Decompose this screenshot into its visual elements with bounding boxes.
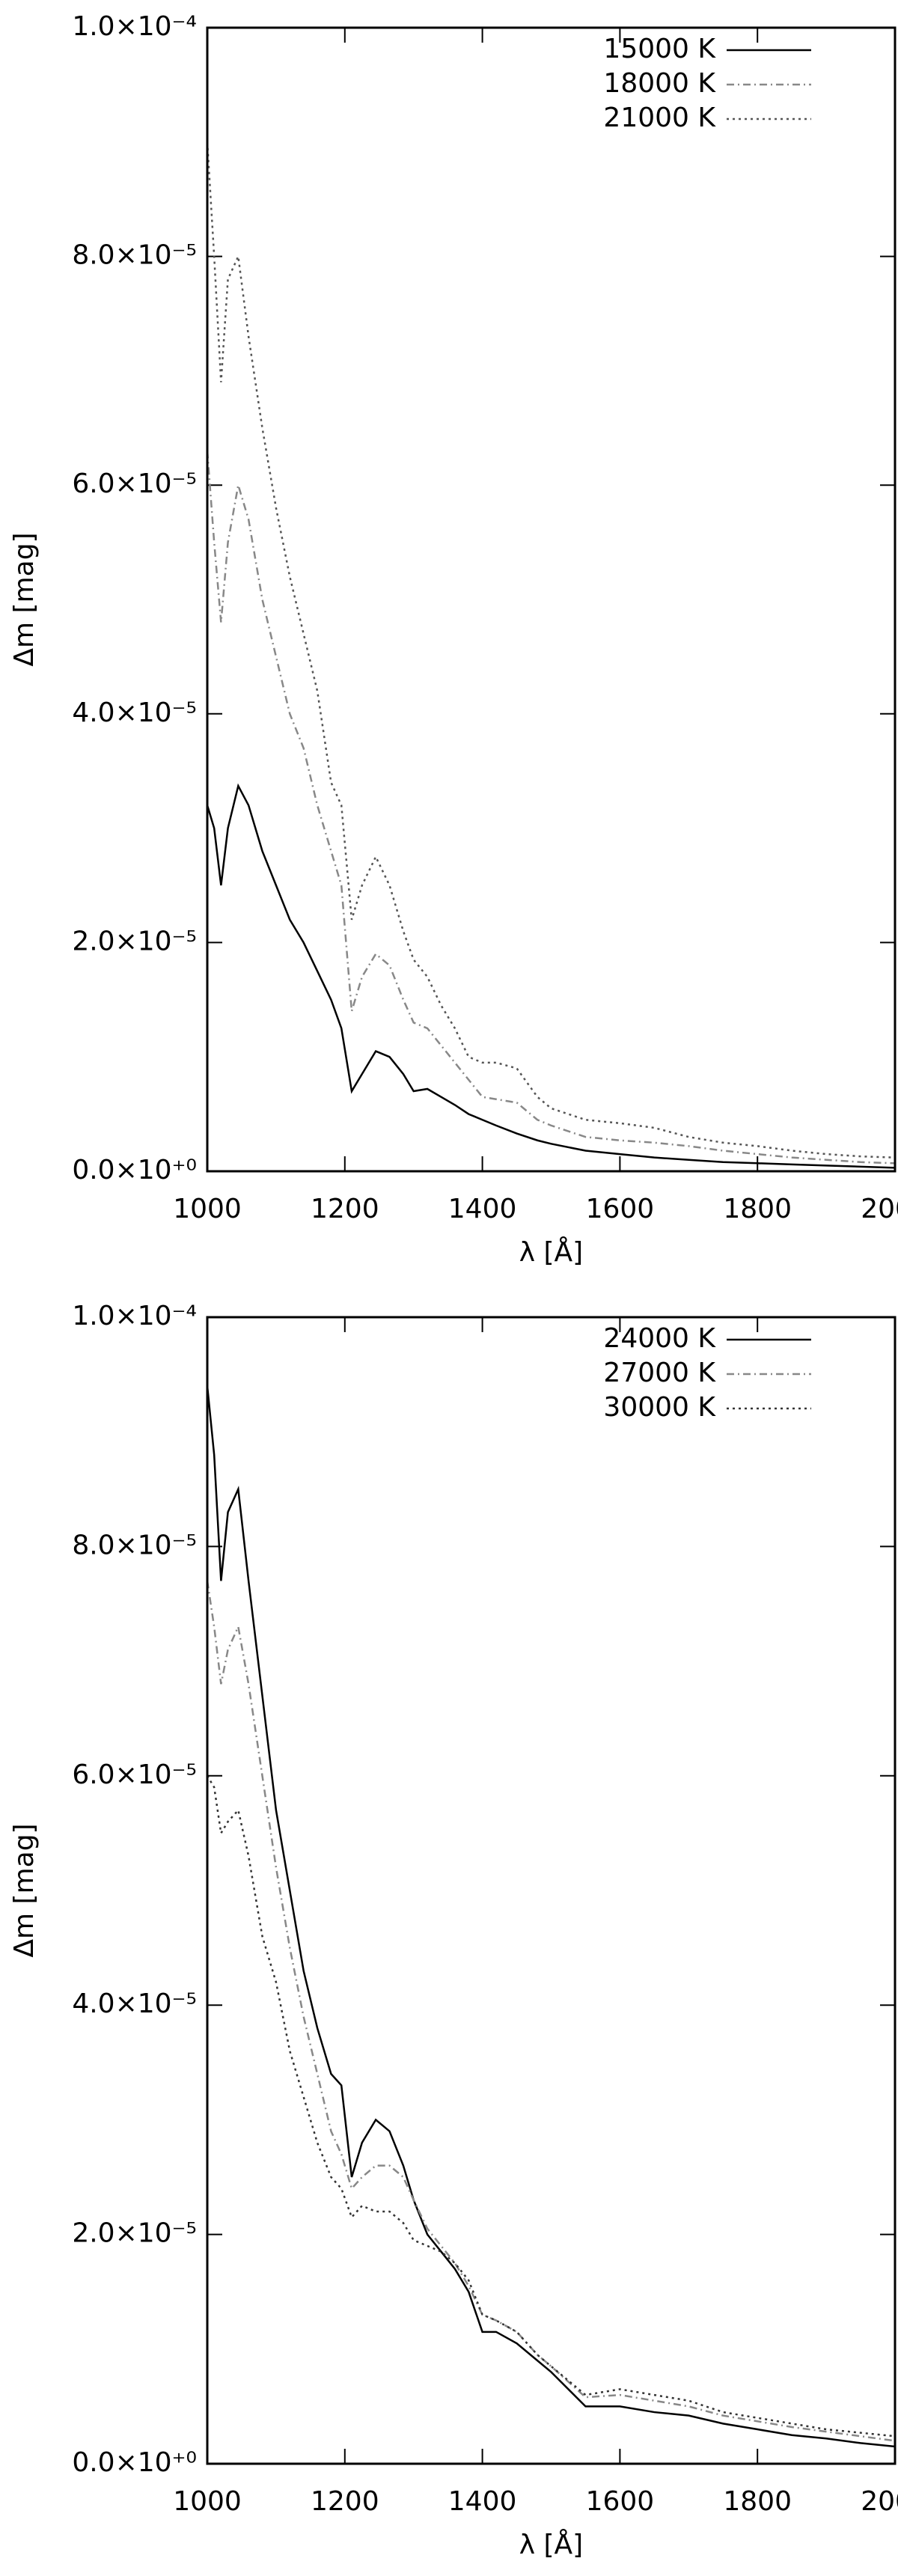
x-tick-label: 1600 [586, 1194, 655, 1224]
x-axis-label: λ [Å] [519, 2528, 583, 2560]
y-tick-label: 0.0×10⁺⁰ [72, 2447, 197, 2478]
x-tick-label: 1200 [311, 1194, 379, 1224]
data-line [206, 1385, 896, 2448]
x-tick-label: 1000 [173, 2486, 242, 2517]
plot-frame [206, 1316, 897, 2465]
x-tick-label: 1800 [723, 1194, 792, 1224]
y-axis-label: Δm [mag] [9, 1823, 40, 1957]
legend-label: 21000 K [603, 103, 716, 133]
legend-label: 15000 K [603, 34, 716, 64]
x-tick-label: 2000 [861, 1194, 898, 1224]
legend-label: 18000 K [603, 68, 716, 99]
y-tick-label: 2.0×10⁻⁵ [72, 2218, 197, 2249]
legend-label: 27000 K [603, 1358, 716, 1388]
x-tick-label: 1800 [723, 2486, 792, 2517]
x-tick-label: 2000 [861, 2486, 898, 2517]
plot-frame [206, 26, 897, 1173]
x-tick-label: 1000 [173, 1194, 242, 1224]
data-line [206, 451, 896, 1165]
legend-label: 30000 K [603, 1392, 716, 1423]
y-tick-label: 4.0×10⁻⁵ [72, 698, 197, 728]
y-tick-label: 4.0×10⁻⁵ [72, 1989, 197, 2019]
y-tick-label: 6.0×10⁻⁵ [72, 1759, 197, 1790]
y-tick-label: 1.0×10⁻⁴ [72, 11, 197, 42]
x-tick-label: 1200 [311, 2486, 379, 2517]
y-tick-label: 1.0×10⁻⁴ [72, 1301, 197, 1331]
y-tick-label: 8.0×10⁻⁵ [72, 1530, 197, 1560]
legend-label: 24000 K [603, 1323, 716, 1354]
y-tick-label: 6.0×10⁻⁵ [72, 468, 197, 499]
x-axis-label: λ [Å] [519, 1236, 583, 1268]
y-tick-label: 2.0×10⁻⁵ [72, 926, 197, 956]
data-line [206, 141, 896, 1159]
x-tick-label: 1400 [448, 1194, 517, 1224]
x-tick-label: 1600 [586, 2486, 655, 2517]
x-tick-label: 1400 [448, 2486, 517, 2517]
y-tick-label: 0.0×10⁺⁰ [72, 1155, 197, 1185]
data-line [206, 783, 896, 1169]
y-tick-label: 8.0×10⁻⁵ [72, 240, 197, 271]
y-axis-label: Δm [mag] [9, 532, 40, 666]
data-line [206, 1775, 896, 2438]
data-line [206, 1581, 896, 2442]
